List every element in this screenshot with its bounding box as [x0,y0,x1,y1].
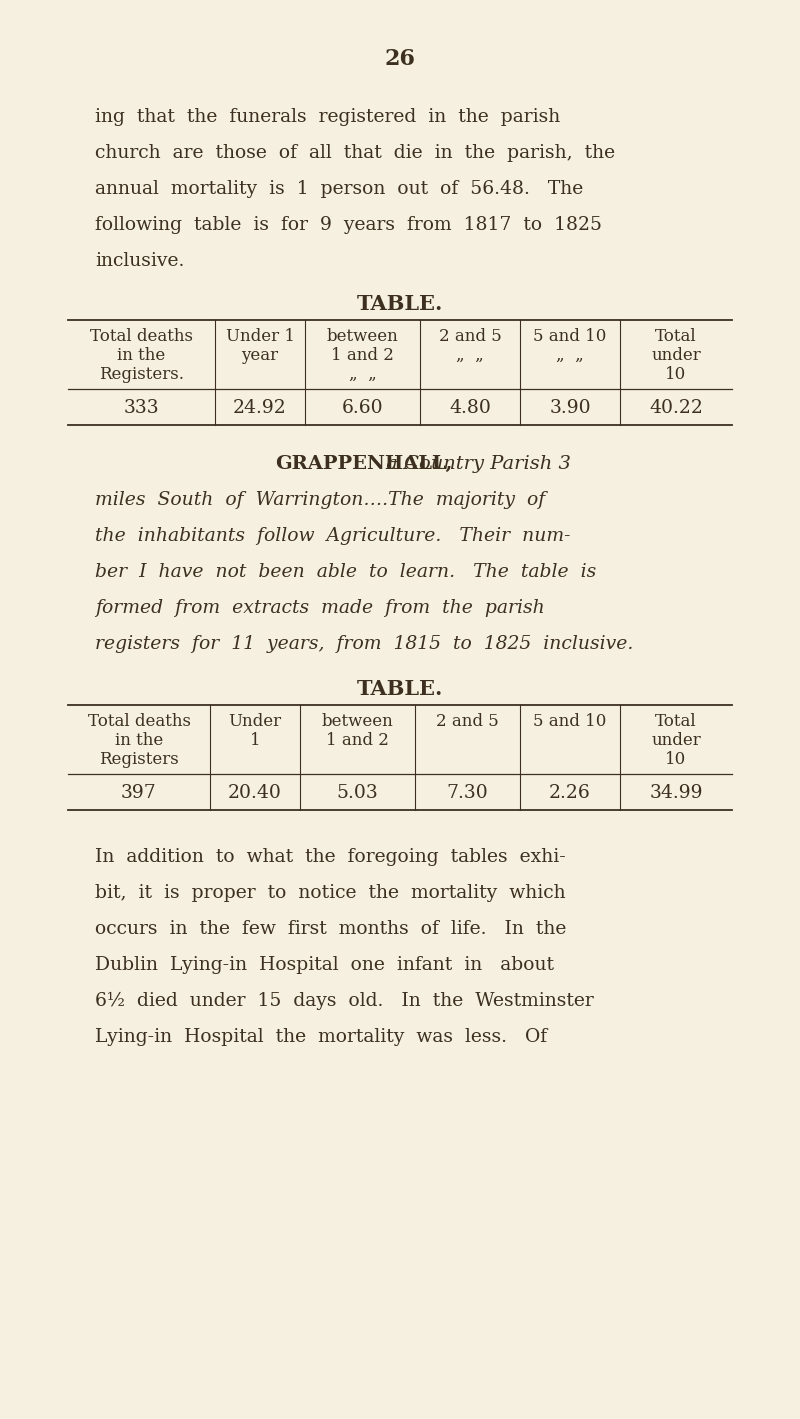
Text: 333: 333 [124,399,159,417]
Text: Lying-in  Hospital  the  mortality  was  less.   Of: Lying-in Hospital the mortality was less… [95,1027,547,1046]
Text: Under 1: Under 1 [226,328,294,345]
Text: 3.90: 3.90 [549,399,591,417]
Text: ing  that  the  funerals  registered  in  the  parish: ing that the funerals registered in the … [95,108,560,126]
Text: in the: in the [118,348,166,365]
Text: „  „: „ „ [456,348,484,365]
Text: Total: Total [655,328,697,345]
Text: TABLE.: TABLE. [357,294,443,314]
Text: 5 and 10: 5 and 10 [534,328,606,345]
Text: registers  for  11  years,  from  1815  to  1825  inclusive.: registers for 11 years, from 1815 to 182… [95,634,634,653]
Text: „  „: „ „ [349,366,376,383]
Text: GRAPPENHALL,: GRAPPENHALL, [275,455,452,473]
Text: inclusive.: inclusive. [95,253,184,270]
Text: miles  South  of  Warrington….The  majority  of: miles South of Warrington….The majority … [95,491,546,509]
Text: Registers: Registers [99,751,179,768]
Text: TABLE.: TABLE. [357,680,443,700]
Text: occurs  in  the  few  first  months  of  life.   In  the: occurs in the few first months of life. … [95,920,566,938]
Text: a Country Parish 3: a Country Parish 3 [380,455,571,473]
Text: year: year [242,348,278,365]
Text: 20.40: 20.40 [228,785,282,802]
Text: under: under [651,348,701,365]
Text: following  table  is  for  9  years  from  1817  to  1825: following table is for 9 years from 1817… [95,216,602,234]
Text: ber  I  have  not  been  able  to  learn.   The  table  is: ber I have not been able to learn. The t… [95,563,596,580]
Text: 26: 26 [385,48,415,70]
Text: 10: 10 [666,366,686,383]
Text: 1 and 2: 1 and 2 [331,348,394,365]
Text: between: between [326,328,398,345]
Text: bit,  it  is  proper  to  notice  the  mortality  which: bit, it is proper to notice the mortalit… [95,884,566,902]
Text: 6½  died  under  15  days  old.   In  the  Westminster: 6½ died under 15 days old. In the Westmi… [95,992,594,1010]
Text: church  are  those  of  all  that  die  in  the  parish,  the: church are those of all that die in the … [95,143,615,162]
Text: 397: 397 [121,785,157,802]
Text: 34.99: 34.99 [650,785,702,802]
Text: 2.26: 2.26 [549,785,591,802]
Text: 4.80: 4.80 [449,399,491,417]
Text: between: between [322,712,394,729]
Text: 6.60: 6.60 [342,399,383,417]
Text: 24.92: 24.92 [233,399,287,417]
Text: formed  from  extracts  made  from  the  parish: formed from extracts made from the paris… [95,599,545,617]
Text: 1: 1 [250,732,260,749]
Text: in the: in the [115,732,163,749]
Text: In  addition  to  what  the  foregoing  tables  exhi-: In addition to what the foregoing tables… [95,849,566,866]
Text: 5 and 10: 5 and 10 [534,712,606,729]
Text: Under: Under [229,712,282,729]
Text: the  inhabitants  follow  Agriculture.   Their  num-: the inhabitants follow Agriculture. Thei… [95,526,570,545]
Text: Registers.: Registers. [99,366,184,383]
Text: 10: 10 [666,751,686,768]
Text: 40.22: 40.22 [649,399,703,417]
Text: 2 and 5: 2 and 5 [436,712,499,729]
Text: 2 and 5: 2 and 5 [438,328,502,345]
Text: 1 and 2: 1 and 2 [326,732,389,749]
Text: Total deaths: Total deaths [90,328,193,345]
Text: „  „: „ „ [556,348,584,365]
Text: 5.03: 5.03 [337,785,378,802]
Text: annual  mortality  is  1  person  out  of  56.48.   The: annual mortality is 1 person out of 56.4… [95,180,583,199]
Text: Dublin  Lying-in  Hospital  one  infant  in   about: Dublin Lying-in Hospital one infant in a… [95,956,554,973]
Text: under: under [651,732,701,749]
Text: Total: Total [655,712,697,729]
Text: 7.30: 7.30 [446,785,488,802]
Text: Total deaths: Total deaths [87,712,190,729]
